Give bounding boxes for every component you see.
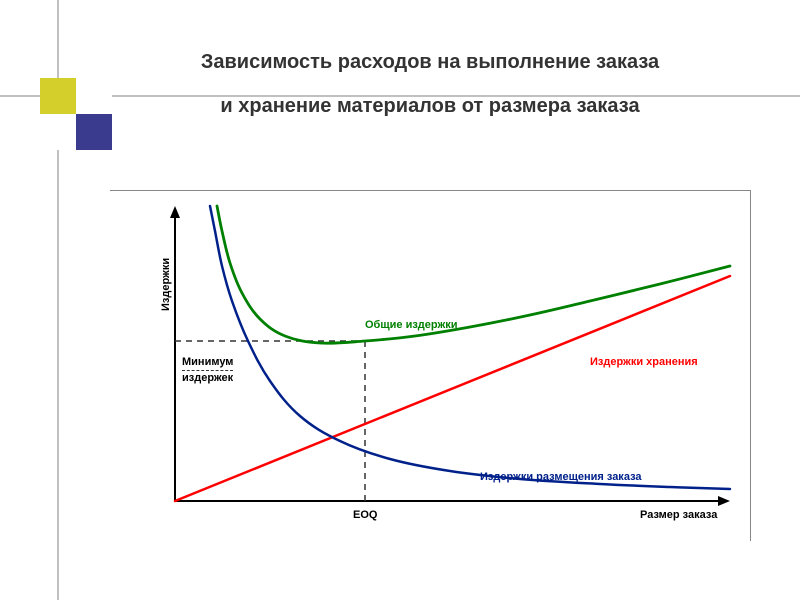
eoq-chart: Издержки Размер заказа Общие издержки Из…: [110, 190, 751, 541]
label-minimum-line1: Минимум: [182, 356, 233, 368]
label-total-cost: Общие издержки: [365, 319, 458, 331]
label-minimum: Минимум издержек: [182, 356, 233, 384]
label-eoq: EOQ: [353, 509, 377, 521]
label-holding-cost: Издержки хранения: [590, 356, 698, 368]
decor-square: [76, 114, 112, 150]
decor-square: [40, 78, 76, 114]
slide-title: Зависимость расходов на выполнение заказ…: [130, 40, 730, 128]
title-line-2: и хранение материалов от размера заказа: [130, 84, 730, 128]
decor-square: [40, 114, 76, 150]
decor-square: [76, 78, 112, 114]
label-minimum-line2: издержек: [182, 370, 233, 385]
label-ordering-cost: Издержки размещения заказа: [480, 471, 642, 483]
y-axis-label: Издержки: [160, 258, 172, 311]
x-axis-label: Размер заказа: [640, 509, 717, 521]
decor-squares: [40, 50, 130, 160]
title-line-1: Зависимость расходов на выполнение заказ…: [130, 40, 730, 84]
